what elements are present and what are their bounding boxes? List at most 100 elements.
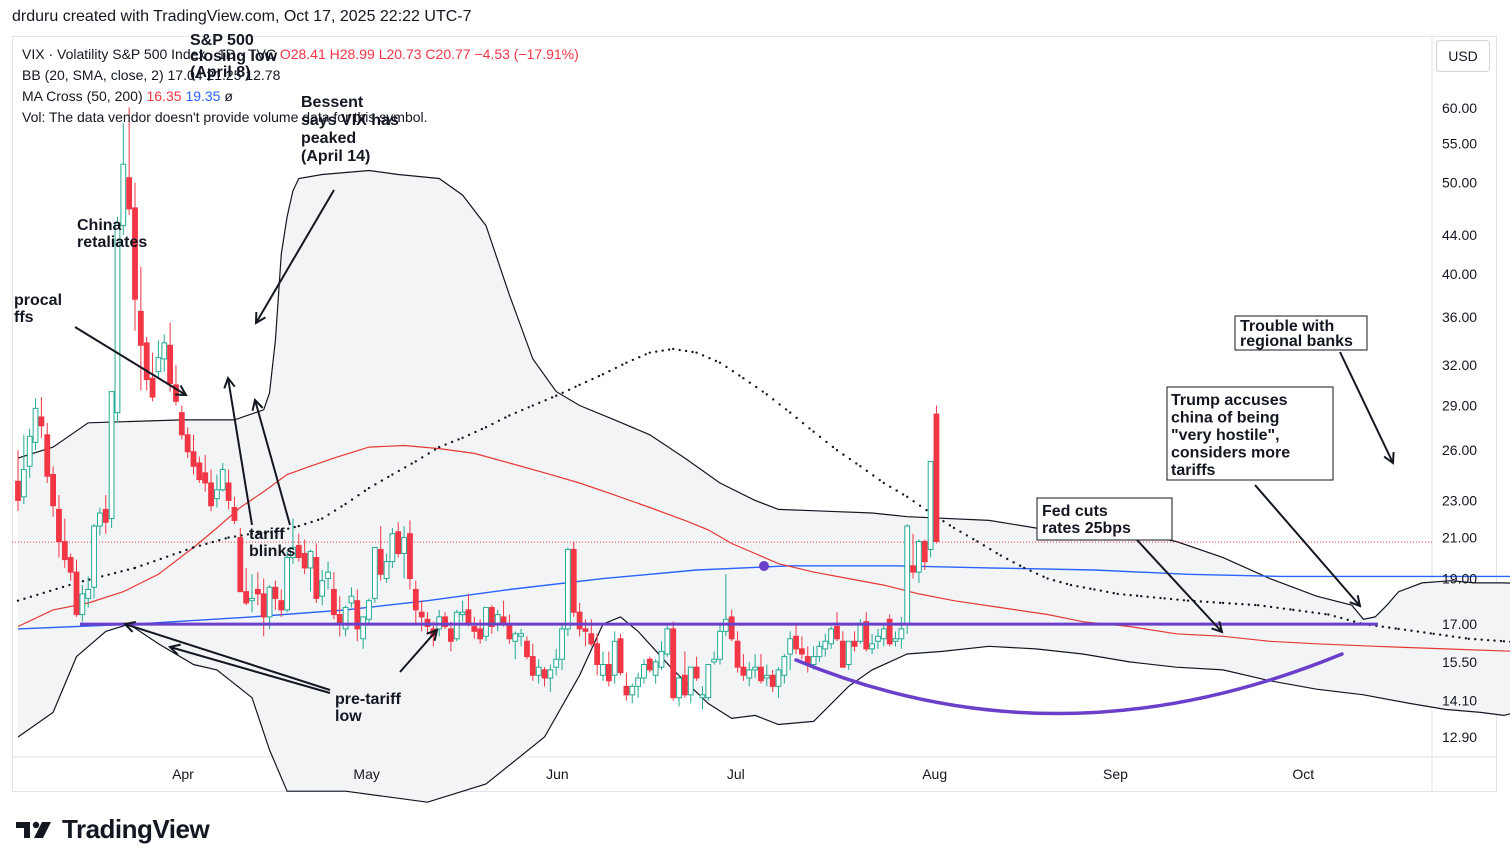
bb-basis-dot bbox=[198, 544, 202, 547]
candle-body bbox=[921, 541, 928, 563]
bb-basis-dot bbox=[1311, 611, 1314, 614]
bb-basis-dot bbox=[357, 494, 360, 497]
candle-body bbox=[465, 609, 472, 625]
symbol-row[interactable]: VIX · Volatility S&P 500 Index · 1D · TV… bbox=[22, 44, 579, 65]
bessent-label-line: says VIX has bbox=[301, 112, 399, 129]
candle-body bbox=[933, 413, 940, 543]
y-tick-label: 40.00 bbox=[1442, 266, 1477, 282]
candle-body bbox=[524, 640, 530, 658]
bb-basis-dot bbox=[842, 453, 845, 456]
candle-body bbox=[418, 611, 425, 618]
candle-body bbox=[272, 586, 279, 599]
bb-basis-dot bbox=[742, 377, 745, 380]
ma-row[interactable]: MA Cross (50, 200) 16.35 19.35 ø bbox=[22, 86, 579, 107]
bb-basis-dot bbox=[504, 416, 507, 419]
y-tick-label: 26.00 bbox=[1442, 442, 1477, 458]
bb-basis-dot bbox=[808, 427, 811, 430]
bb-basis-dot bbox=[1018, 564, 1022, 567]
bb-basis-dot bbox=[901, 493, 905, 496]
bb-basis-dot bbox=[972, 537, 975, 541]
bb-basis-dot bbox=[233, 535, 237, 538]
bb-basis-dot bbox=[363, 489, 367, 493]
bb-basis-dot bbox=[1212, 601, 1215, 604]
bb-basis-dot bbox=[491, 422, 494, 426]
candle-body bbox=[728, 616, 735, 640]
tradingview-brand[interactable]: TradingView bbox=[14, 814, 210, 845]
bollinger-lower-line bbox=[17, 616, 1510, 803]
bb-basis-dot bbox=[631, 358, 635, 362]
bb-basis-dot bbox=[748, 381, 752, 384]
bb-basis-dot bbox=[29, 595, 33, 598]
candle-body bbox=[687, 666, 694, 696]
bb-basis-dot bbox=[1247, 603, 1251, 606]
reciprocal-tariffs-label-line: procal bbox=[14, 292, 62, 309]
bb-basis-dot bbox=[1112, 591, 1115, 595]
y-tick-label: 29.00 bbox=[1442, 398, 1477, 414]
bb-basis-dot bbox=[989, 548, 992, 551]
candle-body bbox=[395, 531, 402, 554]
candle-body bbox=[570, 548, 577, 613]
bessent-arrow bbox=[255, 189, 335, 324]
bb-basis-dot bbox=[825, 440, 828, 444]
bb-basis-dot bbox=[1381, 625, 1385, 628]
candle-body bbox=[290, 546, 296, 559]
bb-basis-dot bbox=[1352, 620, 1356, 623]
bb-basis-dot bbox=[648, 351, 651, 354]
candle-body bbox=[535, 666, 542, 676]
candle-body bbox=[15, 480, 21, 501]
bb-basis-dot bbox=[667, 348, 671, 351]
bb-basis-dot bbox=[508, 414, 511, 417]
candle-body bbox=[488, 607, 495, 627]
bb-basis-dot bbox=[1052, 579, 1056, 582]
candle-body bbox=[641, 664, 647, 679]
bb-basis-dot bbox=[172, 553, 175, 556]
bb-basis-dot bbox=[1474, 638, 1477, 641]
candle-body bbox=[412, 588, 419, 611]
currency-button[interactable]: USD bbox=[1436, 40, 1490, 72]
candle-body bbox=[249, 597, 255, 602]
bb-basis-dot bbox=[218, 539, 221, 542]
high-value: H28.99 bbox=[329, 46, 375, 62]
bb-basis-dot bbox=[965, 534, 969, 537]
candle-body bbox=[389, 533, 396, 563]
bb-basis-dot bbox=[48, 589, 52, 593]
bb-row[interactable]: BB (20, SMA, close, 2) 17.04 21.25 12.78 bbox=[22, 65, 579, 86]
bb-basis-dot bbox=[638, 355, 641, 359]
bb-basis-dot bbox=[948, 524, 952, 527]
candle-body bbox=[132, 207, 138, 300]
close-value: C20.77 bbox=[425, 46, 471, 62]
candle-body bbox=[588, 633, 595, 645]
candle-body bbox=[869, 643, 876, 650]
bb-values: 17.04 21.25 12.78 bbox=[167, 67, 281, 83]
bb-basis-dot bbox=[714, 359, 718, 363]
bb-basis-dot bbox=[1282, 607, 1286, 610]
candle-body bbox=[149, 377, 156, 398]
candle-body bbox=[237, 537, 244, 593]
bb-basis-dot bbox=[88, 578, 91, 581]
bb-basis-dot bbox=[450, 440, 454, 444]
ma200-value: 19.35 bbox=[185, 88, 221, 104]
bb-basis-dot bbox=[621, 363, 624, 366]
brand-name: TradingView bbox=[62, 814, 210, 844]
bb-basis-dot bbox=[912, 500, 915, 503]
bb-basis-dot bbox=[1035, 572, 1039, 575]
bb-basis-dot bbox=[1304, 610, 1308, 613]
bollinger-fill bbox=[18, 170, 1510, 803]
bb-basis-dot bbox=[287, 527, 290, 530]
candle-body bbox=[307, 550, 314, 569]
candle-body bbox=[477, 628, 484, 640]
bb-basis-dot bbox=[678, 348, 681, 352]
candle-body bbox=[56, 508, 62, 543]
bb-basis-dot bbox=[333, 509, 337, 512]
bb-basis-dot bbox=[444, 443, 447, 446]
fed-cuts-label-line: Fed cuts bbox=[1042, 503, 1108, 520]
bb-basis-dot bbox=[999, 554, 1002, 557]
bb-basis-dot bbox=[1069, 583, 1073, 587]
vol-row[interactable]: Vol: The data vendor doesn't provide vol… bbox=[22, 107, 579, 128]
bb-basis-dot bbox=[270, 530, 273, 534]
reciprocal-arrow-head bbox=[174, 384, 188, 397]
candle-body bbox=[26, 435, 33, 467]
bb-basis-dot bbox=[795, 416, 798, 420]
candle-body bbox=[541, 669, 548, 679]
